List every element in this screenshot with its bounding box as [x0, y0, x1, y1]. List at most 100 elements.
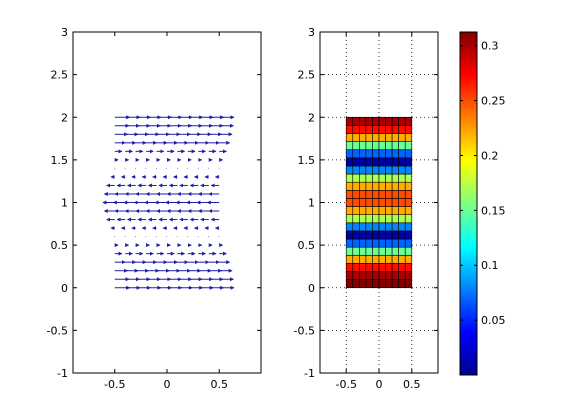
heatmap-cell	[391, 271, 399, 280]
x-tick-label: 0	[376, 378, 383, 391]
heatmap-cell	[398, 263, 406, 272]
heatmap-cell	[385, 222, 393, 232]
heatmap-cell	[398, 214, 406, 224]
heatmap-cell	[391, 222, 399, 232]
heatmap-cell	[359, 133, 367, 142]
heatmap-cell	[404, 198, 413, 207]
heatmap-cell	[398, 125, 406, 134]
heatmap-cell	[372, 230, 380, 240]
heatmap-cell	[378, 165, 386, 175]
heatmap-cell	[359, 246, 367, 256]
colorbar-tick-label: 0.15	[481, 204, 506, 217]
heatmap-cell	[372, 263, 380, 272]
x-tick-label: -0.5	[104, 378, 125, 391]
heatmap-cell	[378, 157, 386, 167]
heatmap-cell	[385, 116, 393, 126]
heatmap-cell	[352, 254, 360, 264]
heatmap-cell	[345, 214, 354, 224]
heatmap-cell	[352, 246, 360, 256]
heatmap-cell	[365, 133, 373, 142]
heatmap-cell	[385, 165, 393, 175]
colorbar-tick-label: 0.05	[481, 314, 506, 327]
heatmap-cell	[345, 165, 354, 175]
y-tick-label: 0.5	[51, 239, 69, 252]
heatmap-cell	[365, 181, 373, 191]
y-tick-label: 1	[61, 197, 68, 210]
heatmap-cell	[365, 279, 373, 289]
quiver-y-ticks: -1 -0.5 0 0.5 1 1.5 2 2.5 3	[47, 26, 261, 380]
heatmap-cell	[398, 141, 406, 151]
heatmap-cell	[345, 206, 354, 215]
heatmap-cell	[385, 141, 393, 151]
heatmap-cell	[398, 116, 406, 126]
colorbar-tick-label: 0.2	[481, 149, 499, 162]
heatmap-cell	[398, 206, 406, 215]
heatmap-cell	[352, 198, 360, 207]
heatmap-cell	[372, 254, 380, 264]
heatmap-cell	[372, 125, 380, 134]
heatmap-cell	[352, 206, 360, 215]
heatmap-cell	[398, 190, 406, 199]
heatmap-cell	[345, 230, 354, 240]
heatmap-cell	[365, 125, 373, 134]
heatmap-cell	[378, 133, 386, 142]
heatmap-cell	[365, 254, 373, 264]
heatmap-panel: -1 -0.5 0 0.5 1 1.5 2 2.5 3 -0.5 0 0.5	[294, 26, 439, 391]
heatmap-cell	[378, 125, 386, 134]
heatmap-cell	[359, 263, 367, 272]
heatmap-cell	[404, 214, 413, 224]
heatmap-cell	[378, 173, 386, 183]
heatmap-cell	[404, 279, 413, 289]
heatmap-cell	[404, 246, 413, 256]
heatmap-cell	[398, 279, 406, 289]
heatmap-cell	[352, 157, 360, 167]
heatmap-cell	[378, 246, 386, 256]
heatmap-cell	[404, 141, 413, 151]
y-tick-label: 1.5	[298, 154, 316, 167]
heatmap-cell	[398, 238, 406, 248]
heatmap-cell	[391, 141, 399, 151]
heatmap-cell	[365, 263, 373, 272]
heatmap-cell	[345, 198, 354, 207]
heatmap-cell	[345, 157, 354, 167]
heatmap-cell	[345, 141, 354, 151]
heatmap-cell	[404, 263, 413, 272]
heatmap-cell	[345, 190, 354, 199]
heatmap-cell	[378, 198, 386, 207]
heatmap-cell	[391, 165, 399, 175]
heatmap-cell	[352, 190, 360, 199]
heatmap-cell	[391, 157, 399, 167]
y-tick-label: 2	[61, 111, 68, 124]
heatmap-cell	[359, 141, 367, 151]
heatmap-cell	[365, 165, 373, 175]
heatmap-cell	[365, 173, 373, 183]
heatmap-cell	[378, 141, 386, 151]
heatmap-cell	[398, 181, 406, 191]
heatmap-cell	[359, 214, 367, 224]
y-tick-label: -1	[304, 367, 315, 380]
heatmap-cell	[345, 246, 354, 256]
x-tick-label: 0.5	[210, 378, 228, 391]
heatmap-grid	[320, 32, 438, 373]
heatmap-cell	[404, 181, 413, 191]
heatmap-cell	[352, 222, 360, 232]
heatmap-cell	[365, 190, 373, 199]
heatmap-cell	[359, 198, 367, 207]
x-tick-label: 0.5	[403, 378, 421, 391]
heatmap-cell	[365, 271, 373, 280]
heatmap-cell	[345, 279, 354, 289]
heatmap-cell	[385, 246, 393, 256]
heatmap-cell	[359, 125, 367, 134]
heatmap-cell	[385, 125, 393, 134]
quiver-arrows	[102, 115, 235, 290]
heatmap-cell	[352, 263, 360, 272]
heatmap-cell	[398, 157, 406, 167]
heatmap-cell	[398, 198, 406, 207]
heatmap-cell	[391, 206, 399, 215]
heatmap-cell	[352, 271, 360, 280]
heatmap-cell	[404, 271, 413, 280]
colorbar-tick-label: 0.25	[481, 95, 506, 108]
y-tick-label: 2.5	[51, 69, 69, 82]
heatmap-cell	[359, 181, 367, 191]
